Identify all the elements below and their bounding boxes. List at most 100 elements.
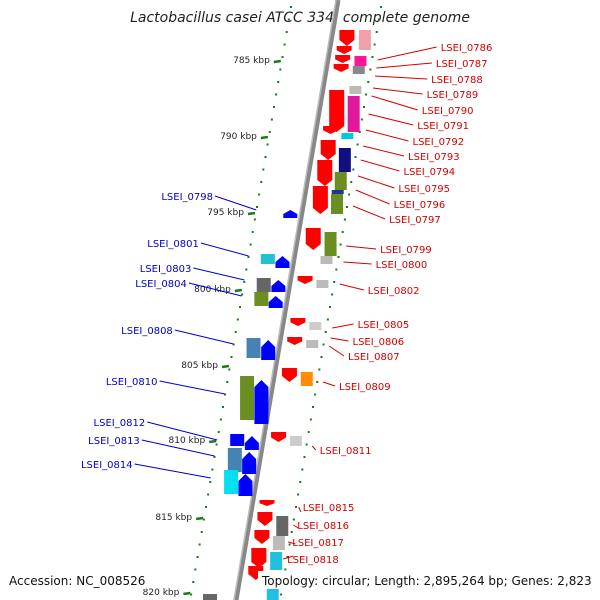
reverse-gene-block <box>203 594 218 600</box>
reverse-gene-label: LSEI_0810 <box>106 377 158 388</box>
tick-dot <box>280 593 283 596</box>
tick-dot <box>367 81 370 83</box>
tick-dot <box>343 218 346 221</box>
forward-label-leader <box>376 62 432 69</box>
tick-dot <box>200 531 203 533</box>
forward-gene-block <box>352 66 365 74</box>
forward-label-leader <box>311 445 317 451</box>
scale-tick <box>234 288 243 293</box>
forward-gene-block <box>309 322 322 330</box>
scale-label: 795 kbp <box>207 208 244 218</box>
tick-dot <box>241 293 244 296</box>
forward-gene-block <box>324 232 337 256</box>
forward-label-leader <box>322 381 336 387</box>
forward-gene-arrow <box>320 140 336 160</box>
forward-gene-label: LSEI_0800 <box>376 260 428 271</box>
tick-dot <box>318 368 321 371</box>
forward-gene-arrow <box>317 160 333 186</box>
tick-dot <box>294 506 297 508</box>
label-layer: LSEI_0786 LSEI_0787 LSEI_0788 LSEI_0789 LSEI… <box>81 43 492 566</box>
forward-gene-arrow <box>329 90 345 132</box>
scale-label: 805 kbp <box>181 361 218 371</box>
tick-dot <box>198 543 201 546</box>
forward-label-leader <box>363 145 405 157</box>
forward-gene-label: LSEI_0797 <box>389 215 441 226</box>
scale-tick <box>209 439 217 444</box>
forward-label-leader <box>293 524 299 529</box>
scale-tick <box>195 516 204 521</box>
forward-gene-label: LSEI_0791 <box>417 121 469 132</box>
tick-dot <box>287 18 290 21</box>
forward-gene-arrow <box>297 276 313 284</box>
tick-dot <box>362 106 365 108</box>
scale-label: 800 kbp <box>194 285 231 295</box>
tick-dot <box>283 43 286 46</box>
tick-dot <box>243 281 246 283</box>
tick-dot <box>331 293 334 296</box>
forward-gene-arrow <box>257 512 273 526</box>
tick-dot <box>190 593 193 596</box>
forward-gene-arrow <box>281 368 297 382</box>
scale-tick <box>247 211 256 216</box>
forward-gene-arrow <box>339 30 355 46</box>
reverse-gene-arrow <box>275 256 290 268</box>
forward-gene-block <box>347 96 360 132</box>
forward-gene-label: LSEI_0809 <box>339 382 391 393</box>
tick-dot <box>365 93 368 96</box>
reverse-gene-block <box>227 448 242 472</box>
forward-gene-arrow <box>333 64 349 72</box>
tick-dot <box>202 518 205 521</box>
forward-gene-arrow <box>259 500 275 506</box>
reverse-label-leader <box>147 421 218 441</box>
tick-dot <box>371 56 374 58</box>
forward-gene-arrow <box>271 432 287 442</box>
reverse-gene-block <box>260 254 275 264</box>
tick-dot <box>341 231 344 233</box>
forward-gene-arrow <box>305 228 321 250</box>
tick-dot <box>360 118 363 121</box>
reverse-gene-label: LSEI_0812 <box>94 418 146 429</box>
forward-label-leader <box>357 175 395 189</box>
tick-dot <box>228 368 231 371</box>
forward-gene-label: LSEI_0816 <box>297 521 349 532</box>
tick-dot <box>192 581 195 583</box>
tick-dot <box>194 568 197 571</box>
forward-label-leader <box>377 46 437 61</box>
tick-dot <box>226 381 229 383</box>
tick-dot <box>350 181 353 183</box>
tick-dot <box>253 218 256 221</box>
reverse-gene-block <box>256 278 271 292</box>
forward-gene-label: LSEI_0806 <box>353 337 405 348</box>
reverse-gene-label: LSEI_0803 <box>140 264 192 275</box>
reverse-gene-label: LSEI_0814 <box>81 460 133 471</box>
forward-gene-label: LSEI_0818 <box>287 555 339 566</box>
tick-dot <box>358 131 361 133</box>
forward-gene-block <box>334 172 347 190</box>
reverse-label-leader <box>174 329 234 345</box>
tick-dot <box>354 156 357 158</box>
scale-tick <box>183 591 191 596</box>
forward-label-leader <box>372 87 423 95</box>
reverse-gene-label: LSEI_0813 <box>88 436 140 447</box>
forward-gene-label: LSEI_0817 <box>292 538 344 549</box>
tick-dot <box>268 131 271 133</box>
reverse-gene-arrow <box>238 474 253 496</box>
tick-dot <box>277 81 280 83</box>
tick-dot <box>305 443 308 446</box>
forward-gene-label: LSEI_0805 <box>358 320 410 331</box>
forward-gene-label: LSEI_0793 <box>408 152 460 163</box>
tick-dot <box>375 31 378 33</box>
scale-label: 790 kbp <box>220 132 257 142</box>
forward-label-leader <box>343 261 372 265</box>
forward-gene-arrow <box>312 186 328 214</box>
tick-dot <box>258 193 261 196</box>
reverse-gene-label: LSEI_0801 <box>147 239 199 250</box>
tick-dot <box>251 231 254 233</box>
scale-tick <box>260 135 269 140</box>
tick-dot <box>284 568 287 571</box>
tick-dot <box>297 493 300 496</box>
tick-dot <box>348 193 351 196</box>
forward-gene-label: LSEI_0790 <box>422 106 474 117</box>
tick-dot <box>324 331 327 333</box>
tick-dot <box>279 68 282 71</box>
